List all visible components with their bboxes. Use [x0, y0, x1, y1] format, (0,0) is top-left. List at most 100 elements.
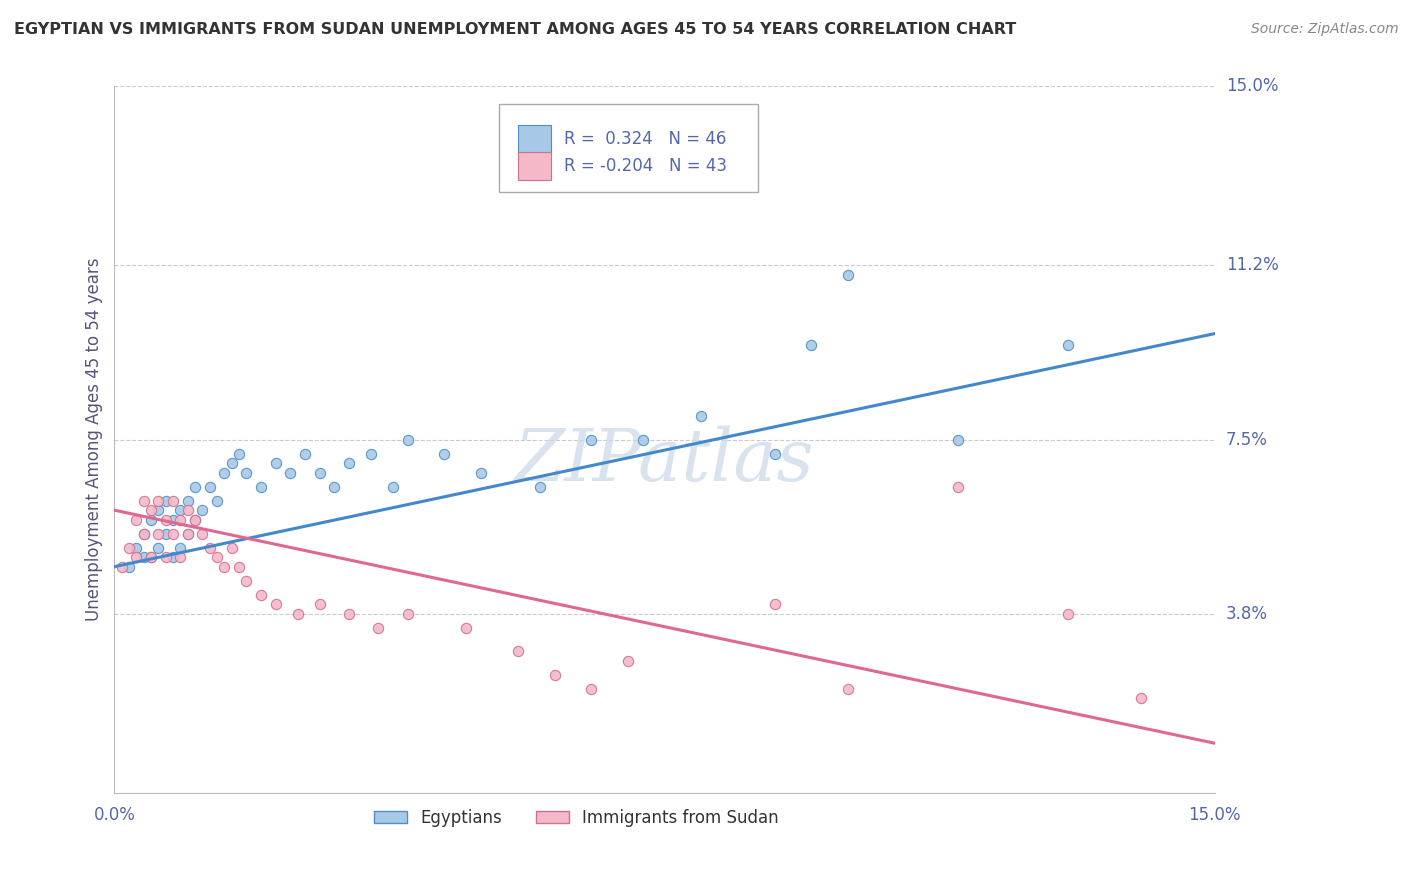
Point [214, 559, 236, 574]
Text: EGYPTIAN VS IMMIGRANTS FROM SUDAN UNEMPLOYMENT AMONG AGES 45 TO 54 YEARS CORRELA: EGYPTIAN VS IMMIGRANTS FROM SUDAN UNEMPL… [14, 22, 1017, 37]
Point [456, 621, 478, 635]
Point [264, 598, 287, 612]
Point [191, 503, 214, 517]
Point [396, 433, 419, 447]
Point [837, 682, 859, 697]
Point [132, 493, 155, 508]
Point [148, 541, 170, 555]
Point [221, 456, 243, 470]
Point [148, 503, 170, 517]
FancyBboxPatch shape [499, 104, 758, 193]
Point [800, 338, 823, 352]
Point [162, 550, 184, 565]
Point [111, 559, 134, 574]
Point [198, 541, 221, 555]
Point [579, 682, 602, 697]
Text: 3.8%: 3.8% [1226, 605, 1268, 623]
FancyBboxPatch shape [519, 153, 551, 180]
Point [763, 598, 786, 612]
Point [228, 447, 250, 461]
Point [162, 493, 184, 508]
Point [837, 268, 859, 282]
Point [382, 480, 405, 494]
Point [1130, 691, 1153, 706]
Point [132, 526, 155, 541]
Point [148, 493, 170, 508]
Point [177, 526, 200, 541]
Point [287, 607, 309, 621]
Point [162, 512, 184, 526]
Text: 7.5%: 7.5% [1226, 431, 1268, 449]
Y-axis label: Unemployment Among Ages 45 to 54 years: Unemployment Among Ages 45 to 54 years [86, 258, 103, 622]
Point [125, 541, 148, 555]
Point [1057, 607, 1080, 621]
Point [184, 480, 207, 494]
Point [169, 550, 191, 565]
Point [169, 503, 191, 517]
Text: 15.0%: 15.0% [1188, 806, 1241, 824]
Point [191, 526, 214, 541]
Point [139, 550, 162, 565]
Point [579, 433, 602, 447]
Point [294, 447, 316, 461]
Point [184, 512, 207, 526]
Point [155, 512, 177, 526]
Point [228, 559, 250, 574]
Text: ZIPatlas: ZIPatlas [515, 425, 814, 496]
Point [617, 654, 640, 668]
Point [323, 480, 346, 494]
Point [360, 447, 382, 461]
Point [132, 550, 155, 565]
Point [139, 503, 162, 517]
Point [280, 466, 302, 480]
Point [308, 466, 330, 480]
Text: 15.0%: 15.0% [1226, 78, 1278, 95]
Text: 0.0%: 0.0% [93, 806, 135, 824]
Point [169, 512, 191, 526]
Point [543, 668, 565, 682]
Point [139, 512, 162, 526]
Point [125, 512, 148, 526]
Point [177, 503, 200, 517]
Point [155, 550, 177, 565]
Point [148, 526, 170, 541]
Point [184, 512, 207, 526]
Point [1057, 338, 1080, 352]
Text: Source: ZipAtlas.com: Source: ZipAtlas.com [1251, 22, 1399, 37]
Point [177, 493, 200, 508]
Text: R = -0.204   N = 43: R = -0.204 N = 43 [564, 157, 727, 175]
Point [221, 541, 243, 555]
Point [162, 526, 184, 541]
Point [337, 456, 360, 470]
Point [946, 480, 969, 494]
Point [470, 466, 492, 480]
Point [118, 541, 141, 555]
Point [139, 550, 162, 565]
Point [235, 466, 257, 480]
Point [763, 447, 786, 461]
Point [214, 466, 236, 480]
Text: 11.2%: 11.2% [1226, 256, 1278, 275]
Point [250, 588, 273, 602]
Point [205, 550, 228, 565]
Legend: Egyptians, Immigrants from Sudan: Egyptians, Immigrants from Sudan [367, 803, 786, 834]
Point [264, 456, 287, 470]
Point [506, 644, 529, 658]
Point [250, 480, 273, 494]
Point [337, 607, 360, 621]
Point [690, 409, 713, 423]
Point [118, 559, 141, 574]
Point [235, 574, 257, 588]
Point [308, 598, 330, 612]
Point [198, 480, 221, 494]
Point [155, 526, 177, 541]
Point [125, 550, 148, 565]
Point [396, 607, 419, 621]
Point [169, 541, 191, 555]
Point [155, 493, 177, 508]
Point [946, 433, 969, 447]
Point [631, 433, 654, 447]
Point [433, 447, 456, 461]
Point [529, 480, 551, 494]
Point [132, 526, 155, 541]
